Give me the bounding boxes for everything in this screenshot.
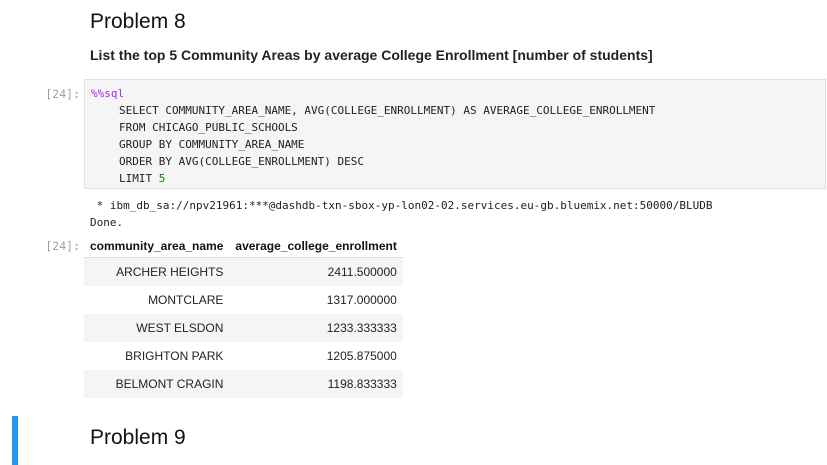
code-line: ORDER BY AVG(COLLEGE_ENROLLMENT) DESC [119, 155, 365, 168]
limit-value: 5 [158, 172, 166, 185]
problem-8-description: List the top 5 Community Areas by averag… [90, 47, 653, 63]
done-output: Done. [90, 216, 124, 229]
column-header-community-area-name: community_area_name [84, 235, 230, 258]
table-cell: 1317.000000 [326, 293, 397, 307]
table-row: ARCHER HEIGHTS 2411.500000 [84, 257, 403, 286]
limit-keyword: LIMIT [119, 172, 159, 185]
table-cell: MONTCLARE [148, 293, 224, 307]
table-row: BRIGHTON PARK 1205.875000 [84, 342, 403, 370]
code-line: FROM CHICAGO_PUBLIC_SCHOOLS [119, 121, 298, 134]
code-line-limit: LIMIT 5 [91, 170, 825, 187]
sql-magic: %%sql [91, 87, 125, 100]
table-cell: ARCHER HEIGHTS [84, 257, 230, 286]
connection-output: * ibm_db_sa://npv21961:***@dashdb-txn-sb… [90, 199, 713, 212]
result-table: community_area_name average_college_enro… [84, 235, 403, 398]
table-cell: BELMONT CRAGIN [84, 370, 230, 398]
column-header-average-college-enrollment: average_college_enrollment [229, 235, 403, 258]
sql-code-cell[interactable]: %%sql SELECT COMMUNITY_AREA_NAME, AVG(COL… [84, 79, 826, 189]
table-cell: 1198.833333 [229, 370, 403, 398]
problem-9-heading: Problem 9 [90, 426, 186, 449]
active-cell-indicator [12, 416, 18, 465]
table-cell: 1233.333333 [229, 314, 403, 342]
code-line: GROUP BY COMMUNITY_AREA_NAME [119, 138, 305, 151]
table-row: MONTCLARE 1317.000000 [84, 286, 403, 314]
table-cell: WEST ELSDON [84, 314, 230, 342]
table-header-row: community_area_name average_college_enro… [84, 235, 403, 258]
problem-8-heading: Problem 8 [90, 10, 186, 33]
table-row: BELMONT CRAGIN 1198.833333 [84, 370, 403, 398]
table-cell: 2411.500000 [229, 257, 403, 286]
code-line: SELECT COMMUNITY_AREA_NAME, AVG(COLLEGE_… [119, 104, 656, 117]
table-cell: 1205.875000 [326, 349, 397, 363]
table-row: WEST ELSDON 1233.333333 [84, 314, 403, 342]
table-cell: BRIGHTON PARK [125, 349, 224, 363]
code-cell-input-prompt: [24]: [45, 87, 80, 101]
output-prompt: [24]: [45, 239, 80, 253]
